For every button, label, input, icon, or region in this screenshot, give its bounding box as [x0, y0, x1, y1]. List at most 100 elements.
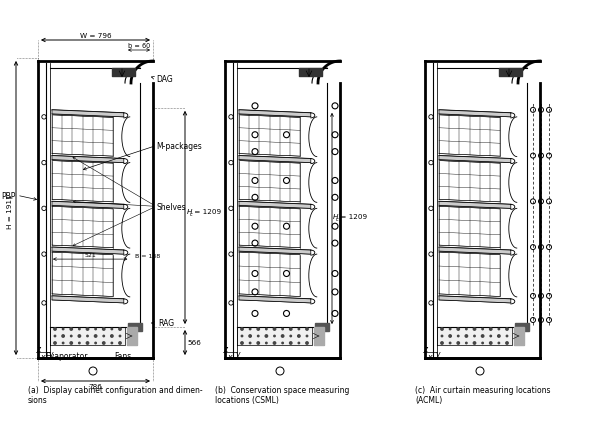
Circle shape — [78, 335, 81, 337]
Circle shape — [457, 342, 459, 344]
Circle shape — [506, 328, 508, 330]
Circle shape — [482, 328, 484, 330]
Circle shape — [119, 342, 121, 344]
Polygon shape — [439, 247, 511, 254]
Circle shape — [274, 336, 275, 337]
Circle shape — [441, 342, 443, 344]
Circle shape — [54, 342, 56, 344]
Text: z: z — [223, 345, 227, 354]
Circle shape — [265, 343, 267, 344]
Circle shape — [458, 336, 459, 337]
Polygon shape — [52, 156, 124, 163]
Polygon shape — [52, 247, 124, 254]
Circle shape — [103, 336, 104, 337]
Circle shape — [102, 342, 105, 344]
Circle shape — [87, 336, 88, 337]
Circle shape — [290, 336, 291, 337]
Polygon shape — [52, 202, 124, 209]
Text: Shelves: Shelves — [156, 202, 185, 212]
Circle shape — [70, 342, 73, 344]
Circle shape — [95, 343, 96, 344]
Text: RAG: RAG — [158, 319, 174, 328]
Text: (a)  Display cabinet configuration and dimen-
sions: (a) Display cabinet configuration and di… — [28, 385, 202, 404]
Polygon shape — [128, 323, 142, 331]
Circle shape — [481, 335, 484, 337]
Circle shape — [79, 328, 80, 330]
Polygon shape — [439, 202, 511, 209]
Circle shape — [290, 328, 292, 330]
Circle shape — [102, 328, 105, 330]
Circle shape — [111, 343, 113, 344]
Polygon shape — [315, 323, 329, 331]
Polygon shape — [52, 111, 124, 117]
Text: z: z — [423, 345, 427, 354]
Text: 786: 786 — [88, 383, 102, 389]
Text: z: z — [36, 345, 40, 354]
Polygon shape — [239, 247, 311, 254]
Circle shape — [250, 328, 251, 330]
Polygon shape — [514, 327, 524, 345]
Circle shape — [298, 328, 299, 330]
Circle shape — [281, 335, 284, 337]
Circle shape — [506, 336, 508, 337]
Circle shape — [62, 328, 64, 330]
Circle shape — [95, 335, 97, 337]
Polygon shape — [239, 156, 311, 163]
Circle shape — [241, 328, 243, 330]
Circle shape — [119, 336, 121, 337]
Text: 521: 521 — [84, 253, 96, 258]
Circle shape — [465, 335, 468, 337]
Circle shape — [490, 328, 492, 330]
Circle shape — [86, 328, 88, 330]
Circle shape — [257, 328, 259, 330]
Circle shape — [450, 343, 451, 344]
Text: x: x — [227, 353, 231, 362]
Circle shape — [241, 336, 243, 337]
Circle shape — [498, 328, 499, 330]
Text: M-packages: M-packages — [156, 142, 202, 151]
Polygon shape — [239, 296, 311, 303]
Circle shape — [465, 343, 467, 344]
Circle shape — [86, 342, 88, 344]
Circle shape — [273, 342, 276, 344]
Circle shape — [506, 342, 508, 344]
Circle shape — [306, 342, 308, 344]
Text: = 1209: = 1209 — [192, 209, 221, 215]
Text: x: x — [427, 353, 431, 362]
Circle shape — [265, 328, 267, 330]
Polygon shape — [52, 296, 124, 303]
Polygon shape — [515, 323, 529, 331]
Circle shape — [498, 343, 499, 344]
Circle shape — [265, 335, 268, 337]
Circle shape — [111, 328, 113, 330]
Text: c: c — [190, 212, 193, 217]
Text: c: c — [336, 217, 339, 222]
Circle shape — [450, 328, 451, 330]
Circle shape — [95, 328, 96, 330]
Circle shape — [482, 343, 484, 344]
Circle shape — [449, 335, 451, 337]
Text: DAG: DAG — [156, 74, 173, 83]
Text: y: y — [435, 350, 439, 359]
Text: (c)  Air curtain measuring locations
(ACML): (c) Air curtain measuring locations (ACM… — [415, 385, 550, 404]
Circle shape — [257, 342, 259, 344]
Text: b = 60: b = 60 — [128, 43, 150, 49]
Circle shape — [306, 328, 308, 330]
Text: = 1209: = 1209 — [338, 214, 367, 220]
Circle shape — [490, 342, 492, 344]
Circle shape — [55, 336, 56, 337]
Circle shape — [473, 342, 476, 344]
Circle shape — [298, 343, 299, 344]
Circle shape — [62, 343, 64, 344]
Circle shape — [249, 335, 251, 337]
Polygon shape — [439, 296, 511, 303]
Circle shape — [111, 335, 113, 337]
Circle shape — [441, 336, 443, 337]
Text: Evaporator: Evaporator — [45, 351, 87, 360]
Polygon shape — [239, 202, 311, 209]
Text: W = 796: W = 796 — [79, 33, 112, 39]
Circle shape — [457, 328, 459, 330]
Circle shape — [498, 335, 500, 337]
Circle shape — [474, 336, 475, 337]
Circle shape — [273, 328, 276, 330]
